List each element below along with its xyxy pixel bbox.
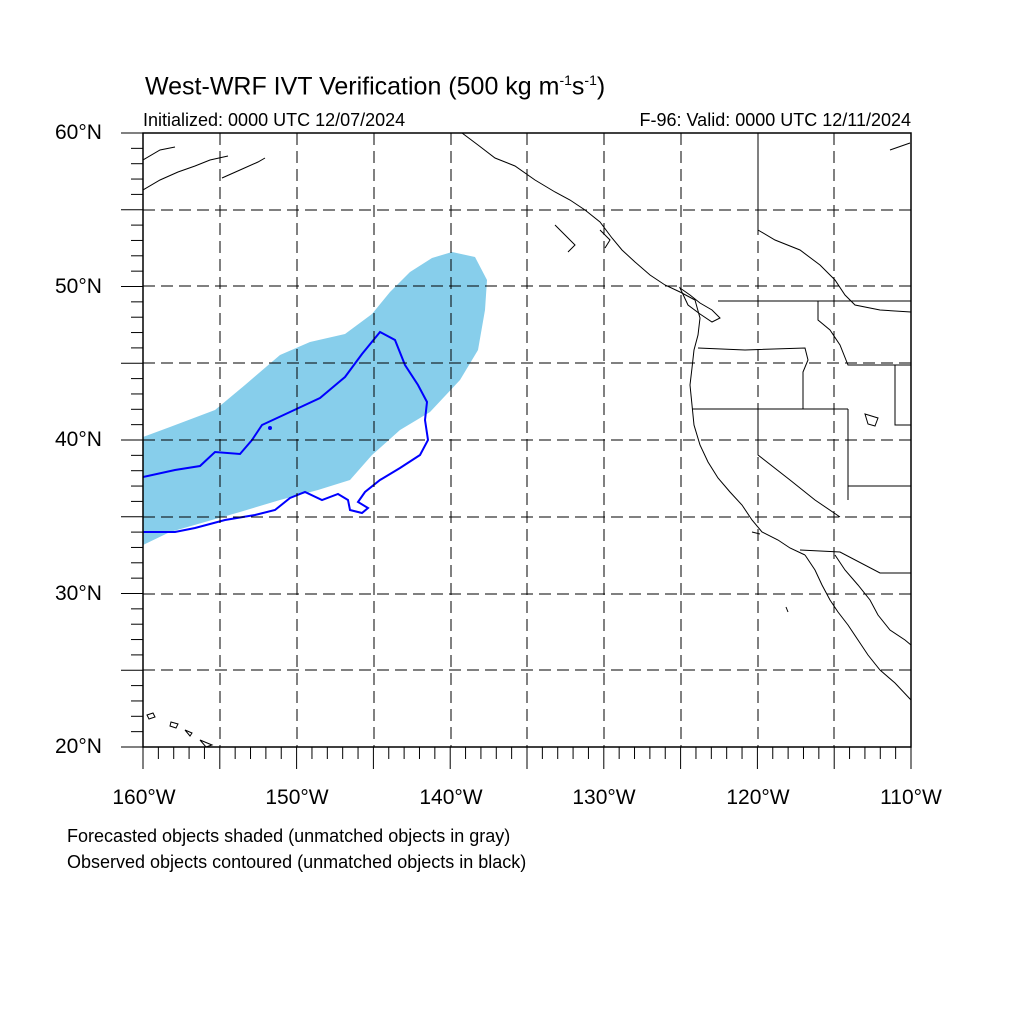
observed-object-contour <box>143 330 430 533</box>
lat-label-30: 30°N <box>55 582 102 605</box>
axis-ticks <box>121 132 912 769</box>
lat-label-40: 40°N <box>55 428 102 451</box>
plot-title: West-WRF IVT Verification (500 kg m-1s-1… <box>145 72 606 101</box>
lat-label-50: 50°N <box>55 275 102 298</box>
lat-label-60: 60°N <box>55 121 102 144</box>
lon-label-120w: 120°W <box>726 786 790 809</box>
lon-label-110w: 110°W <box>880 786 942 809</box>
coastlines <box>143 133 911 747</box>
graticule <box>143 133 911 747</box>
lon-label-150w: 150°W <box>265 786 329 809</box>
forecast-object <box>143 252 487 545</box>
legend-observed-note: Observed objects contoured (unmatched ob… <box>67 852 527 872</box>
lon-label-160w: 160°W <box>112 786 176 809</box>
lat-label-20: 20°N <box>55 735 102 758</box>
lon-label-140w: 140°W <box>419 786 483 809</box>
observed-small-object <box>268 426 272 430</box>
valid-time-label: F-96: Valid: 0000 UTC 12/11/2024 <box>639 110 912 130</box>
legend-forecast-note: Forecasted objects shaded (unmatched obj… <box>67 826 511 846</box>
lon-label-130w: 130°W <box>572 786 636 809</box>
initialized-label: Initialized: 0000 UTC 12/07/2024 <box>143 110 406 130</box>
